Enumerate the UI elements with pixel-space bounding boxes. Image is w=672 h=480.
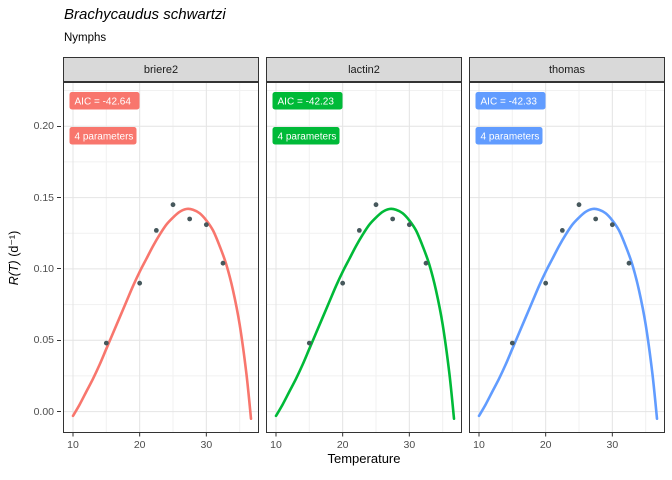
aic-label-box bbox=[69, 92, 140, 110]
aic-label: AIC = -42.64 bbox=[75, 97, 132, 108]
y-tick-mark bbox=[57, 339, 61, 341]
panel-border bbox=[63, 82, 259, 433]
data-point bbox=[406, 222, 412, 228]
data-point bbox=[609, 222, 615, 228]
x-tick-label: 30 bbox=[200, 439, 212, 451]
facet-strip-thomas: thomas bbox=[469, 57, 665, 82]
y-tick-mark bbox=[57, 197, 61, 199]
y-tick-mark bbox=[57, 125, 61, 127]
x-tick-label: 20 bbox=[337, 439, 349, 451]
data-point bbox=[187, 216, 193, 222]
fitted-curve bbox=[477, 207, 659, 421]
panel-border bbox=[266, 82, 462, 433]
aic-label: AIC = -42.23 bbox=[278, 97, 335, 108]
panel-plot: 10 20 30 AIC = -42.33 4 parameters bbox=[469, 82, 665, 451]
y-tick-label: 0.20 bbox=[33, 120, 54, 133]
panel-plot: 10 20 30 AIC = -42.64 4 parameters bbox=[63, 82, 259, 451]
aic-label-box bbox=[475, 92, 546, 110]
y-tick-mark bbox=[57, 268, 61, 270]
params-label: 4 parameters bbox=[278, 132, 337, 143]
facet-panel-lactin2: lactin2 10 20 30 AIC = -42.23 4 parameters bbox=[266, 57, 462, 457]
data-point bbox=[593, 216, 599, 222]
x-tick-label: 10 bbox=[67, 439, 79, 451]
params-label: 4 parameters bbox=[481, 132, 540, 143]
data-point bbox=[170, 202, 176, 208]
data-point bbox=[543, 280, 549, 286]
y-axis: 0.00 0.05 0.10 0.15 0.20 bbox=[0, 0, 62, 480]
x-tick-label: 20 bbox=[134, 439, 146, 451]
data-point bbox=[509, 340, 515, 346]
data-point bbox=[137, 280, 143, 286]
plot-title: Brachycaudus schwartzi bbox=[64, 6, 226, 23]
facet-panel-thomas: thomas 10 20 30 AIC = -42.33 4 parameters bbox=[469, 57, 665, 457]
x-tick-label: 30 bbox=[606, 439, 618, 451]
facet-strip-lactin2: lactin2 bbox=[266, 57, 462, 82]
data-point bbox=[103, 340, 109, 346]
plot-subtitle: Nymphs bbox=[64, 32, 107, 44]
x-tick-label: 30 bbox=[403, 439, 415, 451]
data-point bbox=[340, 280, 346, 286]
data-point bbox=[390, 216, 396, 222]
data-point bbox=[153, 227, 159, 233]
params-label: 4 parameters bbox=[75, 132, 134, 143]
y-tick-label: 0.10 bbox=[33, 262, 54, 275]
aic-label-box bbox=[272, 92, 343, 110]
x-tick-label: 20 bbox=[540, 439, 552, 451]
panel-border bbox=[469, 82, 665, 433]
fitted-curve bbox=[274, 207, 456, 421]
data-point bbox=[306, 340, 312, 346]
data-point bbox=[423, 260, 429, 266]
data-point bbox=[220, 260, 226, 266]
data-point bbox=[559, 227, 565, 233]
panel-plot: 10 20 30 AIC = -42.23 4 parameters bbox=[266, 82, 462, 451]
x-tick-label: 10 bbox=[473, 439, 485, 451]
y-tick-label: 0.05 bbox=[33, 334, 54, 347]
facet-panel-briere2: briere2 10 20 30 AIC = -42.64 4 parameters bbox=[63, 57, 259, 457]
data-point bbox=[626, 260, 632, 266]
x-axis-title: Temperature bbox=[327, 451, 401, 466]
facet-strip-briere2: briere2 bbox=[63, 57, 259, 82]
y-tick-mark bbox=[57, 411, 61, 413]
aic-label: AIC = -42.33 bbox=[481, 97, 538, 108]
x-tick-label: 10 bbox=[270, 439, 282, 451]
y-tick-label: 0.00 bbox=[33, 405, 54, 418]
data-point bbox=[356, 227, 362, 233]
params-label-box bbox=[69, 127, 137, 145]
data-point bbox=[373, 202, 379, 208]
data-point bbox=[576, 202, 582, 208]
params-label-box bbox=[272, 127, 340, 145]
fitted-curve bbox=[71, 207, 253, 421]
params-label-box bbox=[475, 127, 543, 145]
data-point bbox=[203, 222, 209, 228]
y-tick-label: 0.15 bbox=[33, 191, 54, 204]
